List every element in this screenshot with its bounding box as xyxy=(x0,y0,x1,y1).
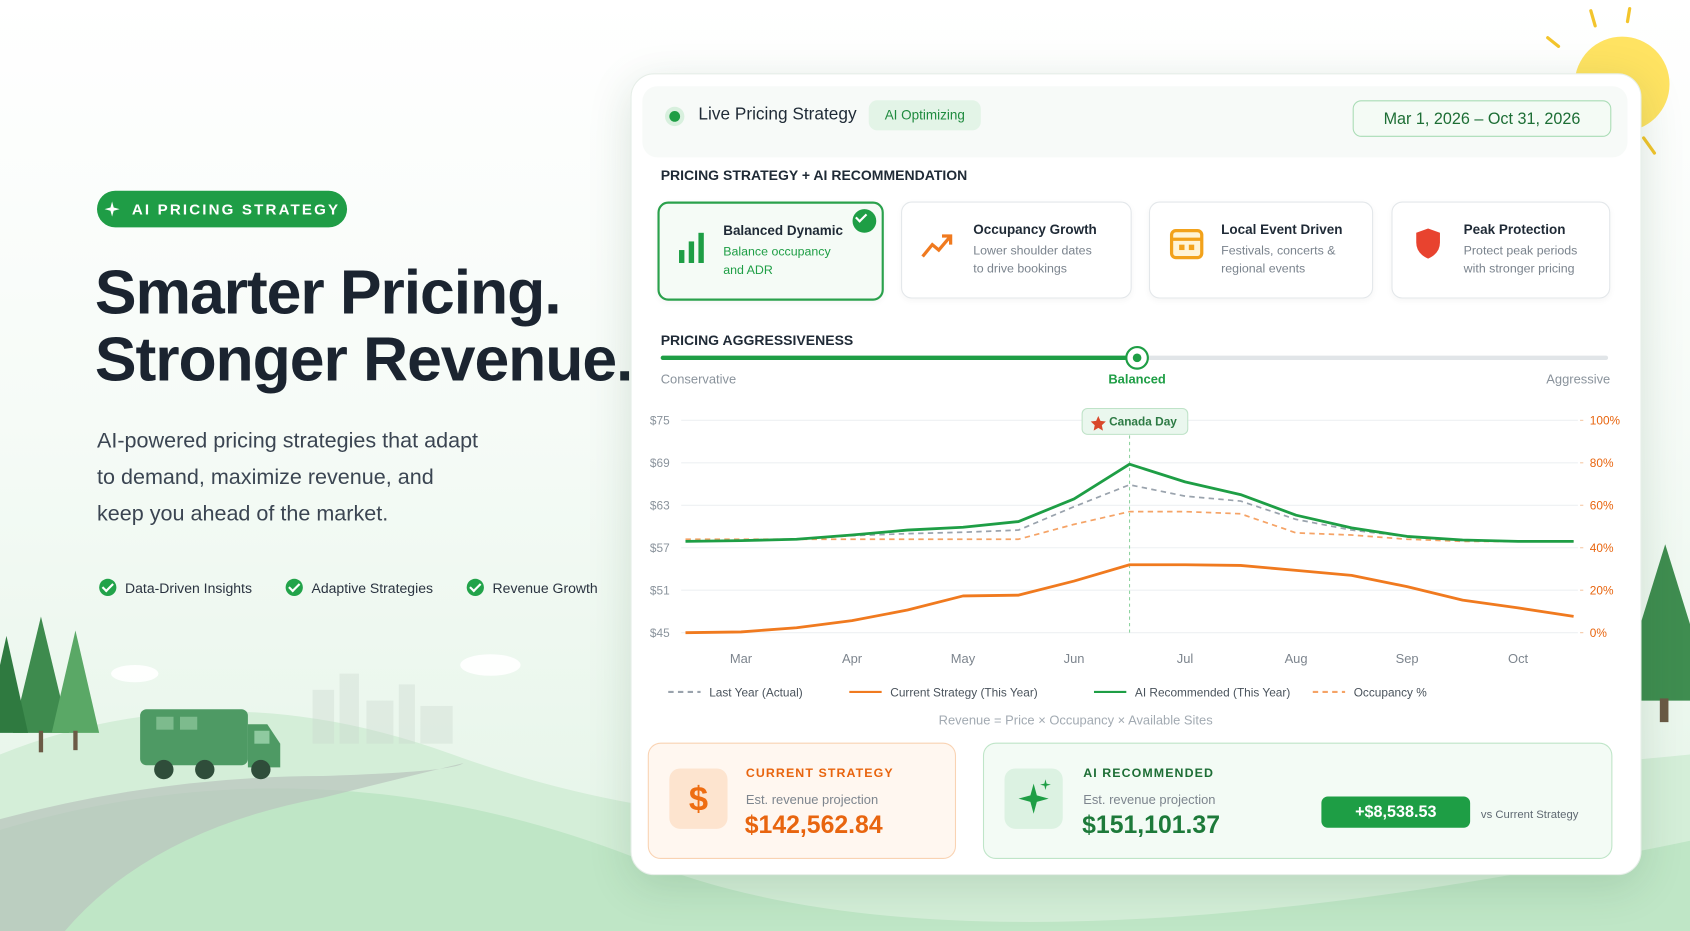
slider-fill xyxy=(660,355,1138,360)
card-label: AI RECOMMENDED xyxy=(1083,767,1214,781)
trees-left xyxy=(0,616,100,753)
status-badge: AI Optimizing xyxy=(868,100,981,131)
hill-front xyxy=(0,788,1690,931)
feature-text: Data-Driven Insights xyxy=(125,579,252,596)
slider-label: Balanced xyxy=(1108,371,1166,387)
difference-caption: vs Current Strategy xyxy=(1480,808,1579,822)
card-caption: Est. revenue projection xyxy=(745,792,879,808)
feature: Data-Driven Insights xyxy=(99,578,252,597)
city-skyline xyxy=(312,673,453,744)
strategy-title: Occupancy Growth xyxy=(973,222,1097,238)
sun-rays xyxy=(1546,7,1657,155)
card-value: $151,101.37 xyxy=(1082,810,1220,839)
slider-label: Conservative xyxy=(660,371,737,387)
section-heading: PRICING STRATEGY + AI RECOMMENDATION xyxy=(660,167,968,184)
ai-recommended-card: AI RECOMMENDED Est. revenue projection $… xyxy=(982,742,1613,860)
strategy-card[interactable]: Peak Protection Protect peak periods wit… xyxy=(1391,201,1611,299)
slider-knob[interactable] xyxy=(1125,345,1149,370)
feature: Adaptive Strategies xyxy=(285,578,433,597)
strategy-description: Protect peak periods xyxy=(1463,244,1578,258)
card-caption: Est. revenue projection xyxy=(1083,792,1216,808)
strategy-description: regional events xyxy=(1221,262,1306,276)
bars-icon xyxy=(679,232,704,263)
hero-badge-text: AI PRICING STRATEGY xyxy=(131,200,341,218)
hero-description-line: keep you ahead of the market. xyxy=(97,502,389,526)
strategy-title: Local Event Driven xyxy=(1221,222,1343,238)
calendar-icon xyxy=(1169,229,1204,260)
card-value: $142,562.84 xyxy=(744,810,883,839)
strategy-description: Lower shoulder dates xyxy=(973,244,1092,258)
card-label: CURRENT STRATEGY xyxy=(745,767,894,781)
hero-title-line: Stronger Revenue. xyxy=(94,324,634,395)
feature-text: Revenue Growth xyxy=(492,579,598,596)
truck xyxy=(140,709,281,780)
hero-description-line: to demand, maximize revenue, and xyxy=(97,465,434,490)
strategy-description: Balance occupancy xyxy=(723,245,831,259)
check-icon xyxy=(99,578,117,597)
strategy-description: with stronger pricing xyxy=(1463,262,1575,276)
strategy-description: and ADR xyxy=(723,264,773,277)
hero-description-line: AI-powered pricing strategies that adapt xyxy=(97,428,479,453)
strategy-description: Festivals, concerts & xyxy=(1221,244,1336,258)
check-icon xyxy=(466,578,484,597)
strategy-card[interactable]: Occupancy Growth Lower shoulder dates to… xyxy=(901,201,1132,299)
dollar-icon: $ xyxy=(669,768,728,829)
difference-pill: +$8,538.53 xyxy=(1321,796,1471,828)
selected-check xyxy=(852,209,877,233)
strategy-title: Balanced Dynamic xyxy=(723,223,844,239)
strategy-description: to drive bookings xyxy=(973,262,1067,276)
sparkle-icon xyxy=(104,201,121,217)
hero-badge: AI PRICING STRATEGY xyxy=(97,190,348,228)
road xyxy=(0,763,464,931)
section-heading: PRICING AGGRESSIVENESS xyxy=(660,331,854,349)
clouds xyxy=(111,654,521,683)
shield-icon xyxy=(1416,228,1440,259)
sparkle-tile xyxy=(1004,768,1063,829)
revenue-formula: Revenue = Price × Occupancy × Available … xyxy=(938,712,1213,728)
feature-text: Adaptive Strategies xyxy=(311,579,433,596)
hero-title-line: Smarter Pricing. xyxy=(94,257,562,328)
sparkle-icon xyxy=(1018,779,1051,814)
panel-title: Live Pricing Strategy xyxy=(698,105,857,124)
feature: Revenue Growth xyxy=(466,578,598,597)
live-indicator xyxy=(665,106,685,127)
check-icon xyxy=(285,578,303,597)
strategy-card[interactable]: Local Event Driven Festivals, concerts &… xyxy=(1148,201,1374,299)
strategy-title: Peak Protection xyxy=(1463,222,1566,238)
slider-label: Aggressive xyxy=(1546,371,1611,387)
current-strategy-card: $ CURRENT STRATEGY Est. revenue projecti… xyxy=(647,742,957,860)
strategy-card[interactable]: Balanced Dynamic Balance occupancy and A… xyxy=(657,201,884,301)
date-range[interactable]: Mar 1, 2026 – Oct 31, 2026 xyxy=(1352,100,1612,137)
trend-icon xyxy=(921,234,953,258)
